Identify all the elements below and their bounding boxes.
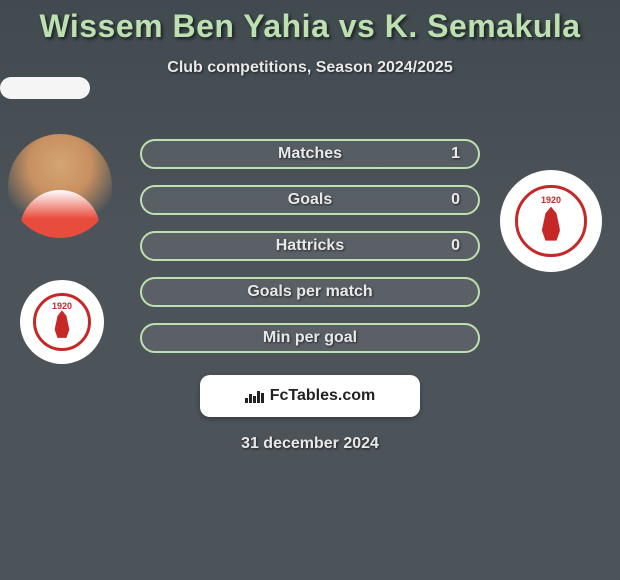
brand-text: FcTables.com [270, 387, 376, 405]
stat-value: 1 [451, 145, 460, 163]
page-subtitle: Club competitions, Season 2024/2025 [0, 59, 620, 77]
player-left-avatar [8, 134, 112, 238]
stats-list: Matches 1 Goals 0 Hattricks 0 Goals per … [140, 139, 480, 353]
stat-label: Hattricks [276, 237, 344, 255]
stat-row-min-per-goal: Min per goal [140, 323, 480, 353]
stat-label: Goals [288, 191, 332, 209]
stat-value: 0 [451, 237, 460, 255]
stat-label: Goals per match [247, 283, 372, 301]
stat-value: 0 [451, 191, 460, 209]
date-text: 31 december 2024 [0, 435, 620, 453]
brand-card: FcTables.com [200, 375, 420, 417]
chart-icon [245, 389, 264, 403]
stat-row-hattricks: Hattricks 0 [140, 231, 480, 261]
content-root: Wissem Ben Yahia vs K. Semakula Club com… [0, 0, 620, 580]
stat-label: Min per goal [263, 329, 357, 347]
stat-row-matches: Matches 1 [140, 139, 480, 169]
club-badge-right-inner [515, 185, 586, 256]
stat-label: Matches [278, 145, 342, 163]
club-badge-right [500, 170, 602, 272]
page-title: Wissem Ben Yahia vs K. Semakula [0, 8, 620, 45]
stat-row-goals: Goals 0 [140, 185, 480, 215]
player-right-avatar [0, 77, 90, 99]
club-badge-left-inner [33, 293, 92, 352]
club-badge-left [20, 280, 104, 364]
stat-row-goals-per-match: Goals per match [140, 277, 480, 307]
